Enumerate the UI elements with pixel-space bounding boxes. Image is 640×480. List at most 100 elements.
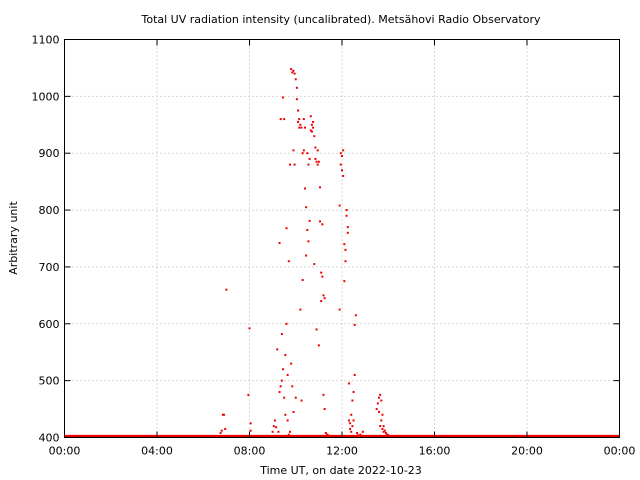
data-point	[386, 433, 389, 436]
data-point	[384, 431, 387, 434]
data-point	[356, 431, 359, 434]
data-point	[353, 323, 356, 326]
data-point	[349, 427, 352, 430]
data-point	[321, 275, 324, 278]
data-point	[279, 385, 282, 388]
data-point	[322, 294, 325, 297]
data-point	[352, 391, 355, 394]
data-point	[359, 433, 362, 436]
data-point	[292, 410, 295, 413]
data-point	[341, 155, 343, 158]
data-point	[313, 263, 316, 266]
data-point	[308, 219, 311, 222]
data-point	[306, 228, 309, 231]
data-point	[305, 254, 308, 257]
data-point	[305, 206, 308, 209]
data-point	[342, 149, 345, 152]
data-point	[344, 260, 347, 263]
data-point	[339, 163, 342, 166]
data-point	[317, 344, 320, 347]
x-tick-label: 00:00	[604, 445, 636, 458]
data-point	[220, 429, 223, 432]
data-point	[357, 434, 360, 437]
x-tick-label: 16:00	[419, 445, 451, 458]
x-tick-label: 00:00	[49, 445, 81, 458]
data-point	[224, 427, 227, 430]
data-point	[278, 391, 281, 394]
data-point	[280, 333, 283, 336]
data-points	[219, 68, 390, 437]
data-point	[387, 434, 390, 437]
grid	[64, 39, 620, 438]
data-point	[290, 362, 293, 365]
y-tick-label: 400	[39, 432, 60, 445]
data-point	[312, 120, 315, 123]
data-point	[282, 96, 285, 99]
x-tick-label: 08:00	[234, 445, 266, 458]
data-point	[320, 271, 323, 274]
data-point	[339, 152, 342, 155]
data-point	[323, 297, 326, 300]
data-point	[338, 204, 341, 207]
data-point	[319, 220, 322, 223]
data-point	[314, 146, 317, 149]
data-point	[351, 425, 354, 428]
data-point	[316, 163, 319, 166]
data-point	[327, 434, 330, 437]
data-point	[285, 227, 288, 230]
data-point	[301, 279, 304, 282]
data-point	[381, 427, 384, 430]
data-point	[375, 408, 378, 411]
data-point	[301, 152, 304, 155]
data-point	[302, 149, 305, 152]
data-point	[350, 413, 353, 416]
data-point	[272, 425, 275, 428]
data-point	[286, 419, 289, 422]
data-point	[310, 130, 313, 133]
data-point	[320, 300, 323, 303]
data-point	[221, 413, 224, 416]
data-point	[294, 396, 297, 399]
data-point	[317, 160, 320, 163]
data-point	[347, 419, 350, 422]
data-point	[315, 160, 318, 163]
data-point	[309, 115, 312, 118]
data-point	[354, 314, 357, 317]
data-point	[298, 126, 301, 129]
data-point	[342, 174, 345, 177]
x-axis-label: Time UT, on date 2022-10-23	[259, 464, 422, 477]
y-tick-label: 700	[39, 261, 60, 274]
data-point	[380, 419, 383, 422]
data-point	[295, 86, 298, 89]
data-point	[353, 373, 356, 376]
data-point	[278, 242, 281, 245]
x-tick-label: 04:00	[141, 445, 173, 458]
data-point	[282, 368, 285, 371]
data-point	[304, 126, 306, 129]
data-point	[286, 373, 289, 376]
data-point	[292, 69, 295, 72]
data-point	[312, 126, 315, 129]
data-point	[345, 209, 348, 212]
data-point	[290, 68, 293, 71]
data-point	[381, 413, 384, 416]
y-tick-label: 900	[39, 147, 60, 160]
data-point	[300, 399, 303, 402]
data-point	[293, 72, 296, 75]
data-point	[306, 152, 309, 155]
plot-frame	[64, 39, 620, 438]
data-point	[350, 430, 353, 433]
data-point	[284, 413, 287, 416]
data-point	[293, 163, 296, 166]
y-tick-label: 800	[39, 204, 60, 217]
x-tick-label: 12:00	[326, 445, 358, 458]
data-point	[273, 419, 276, 422]
data-point	[284, 354, 287, 357]
data-point	[297, 120, 300, 123]
data-point	[298, 118, 301, 121]
data-point	[307, 163, 310, 166]
data-point	[346, 226, 349, 229]
data-point	[292, 149, 295, 152]
data-point	[341, 169, 343, 172]
data-point	[345, 214, 348, 217]
